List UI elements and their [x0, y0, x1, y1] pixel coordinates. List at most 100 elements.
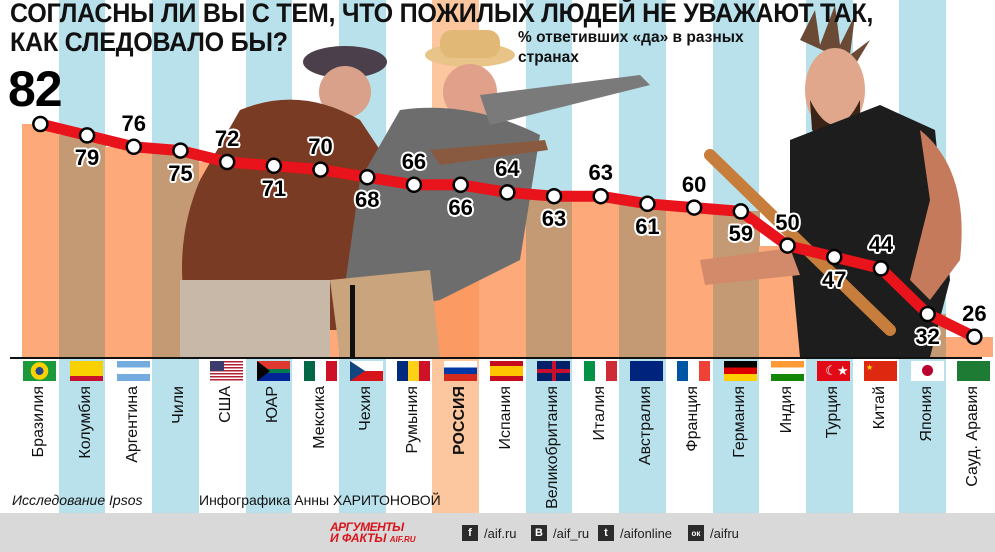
footer-bar — [0, 513, 995, 552]
country-label: Германия — [730, 386, 748, 458]
bar — [525, 196, 573, 357]
social-label: /aif.ru — [484, 525, 517, 541]
logo-line-2: И ФАКТЫ AIF.RU — [330, 531, 416, 545]
country-label: Китай — [870, 386, 888, 430]
value-label: 72 — [214, 126, 240, 151]
data-point — [872, 260, 890, 277]
aif-logo[interactable]: АРГУМЕНТЫ И ФАКТЫ AIF.RU — [330, 520, 416, 545]
country-label: Колумбия — [77, 386, 95, 459]
country-label: Румыния — [403, 386, 421, 454]
country-label: Аргентина — [123, 386, 141, 463]
social-twitter[interactable]: t /aifonline — [598, 525, 672, 541]
data-point — [966, 328, 983, 346]
title-line-1: СОГЛАСНЫ ЛИ ВЫ С ТЕМ, ЧТО ПОЖИЛЫХ ЛЮДЕЙ … — [10, 0, 874, 28]
country-label: ЮАР — [263, 386, 281, 423]
facebook-icon: f — [462, 525, 478, 541]
country-label: Франция — [684, 386, 702, 452]
country-label: Сауд. Аравия — [964, 386, 982, 487]
bar — [946, 336, 994, 357]
social-vk[interactable]: В /aif_ru — [531, 525, 589, 541]
data-point — [779, 237, 796, 254]
value-label: 76 — [121, 110, 146, 136]
country-label: РОССИЯ — [450, 386, 468, 456]
bar — [619, 203, 667, 357]
value-label: 66 — [401, 148, 427, 174]
country-label: Турция — [824, 386, 842, 439]
value-label: 63 — [541, 206, 567, 232]
bar — [572, 196, 620, 357]
bar — [712, 211, 760, 357]
data-point — [172, 142, 189, 159]
value-label: 64 — [495, 156, 520, 182]
data-point — [732, 203, 750, 220]
flag-icon — [723, 361, 757, 381]
country-label: США — [217, 386, 235, 423]
value-label: 79 — [74, 145, 100, 171]
data-point — [919, 305, 936, 323]
data-point — [545, 187, 563, 205]
bar — [105, 146, 153, 357]
social-label: /aifru — [710, 525, 739, 541]
value-label: 47 — [822, 267, 847, 292]
twitter-icon: t — [598, 525, 614, 541]
flag-icon — [443, 361, 477, 381]
flag-icon — [350, 361, 384, 381]
social-odnoklassniki[interactable]: ок /aifru — [688, 525, 739, 541]
data-point — [499, 184, 516, 201]
source-credit: Исследование Ipsos — [12, 492, 143, 508]
country-label: Индия — [777, 386, 795, 434]
bar — [22, 124, 60, 357]
flag-icon — [396, 361, 430, 381]
flag-icon — [210, 361, 244, 381]
value-label: 50 — [775, 209, 800, 235]
author-credit: Инфографика Анны ХАРИТОНОВОЙ — [199, 492, 441, 508]
flag-icon — [537, 361, 571, 381]
data-point — [218, 153, 236, 171]
flag-icon — [256, 361, 290, 381]
value-label: 70 — [308, 133, 333, 159]
bar — [58, 135, 106, 357]
flag-icon — [163, 361, 196, 381]
trend-line — [32, 115, 983, 346]
logo-line-2-text: И ФАКТЫ — [330, 531, 387, 545]
flag-icon — [957, 361, 991, 381]
country-label: Австралия — [637, 386, 655, 466]
flag-icon — [583, 361, 617, 381]
value-label: 82 — [8, 61, 63, 117]
flag-icon — [303, 361, 337, 381]
title-line-2: КАК СЛЕДОВАЛО БЫ? — [10, 27, 288, 57]
data-point — [359, 168, 376, 186]
data-point — [405, 176, 423, 194]
value-label: 26 — [962, 300, 987, 326]
country-label: Чили — [170, 386, 188, 424]
data-point — [32, 115, 49, 133]
logo-site: AIF.RU — [389, 535, 416, 544]
data-point — [125, 138, 142, 156]
flag-icon — [116, 361, 150, 381]
flag-icon — [70, 361, 104, 381]
value-label: 71 — [261, 175, 287, 201]
flag-icon: ★ — [863, 361, 897, 381]
logo-line-1: АРГУМЕНТЫ — [330, 520, 404, 534]
value-label: 32 — [915, 324, 940, 349]
country-label: Бразилия — [30, 386, 48, 458]
x-axis-baseline — [10, 357, 982, 359]
value-label: 60 — [681, 171, 707, 197]
flag-icon — [23, 361, 57, 381]
data-point — [452, 176, 469, 194]
social-facebook[interactable]: f /aif.ru — [462, 525, 517, 541]
data-point — [312, 161, 329, 178]
data-point — [78, 127, 96, 144]
social-label: /aifonline — [620, 525, 673, 541]
chart-title: СОГЛАСНЫ ЛИ ВЫ С ТЕМ, ЧТО ПОЖИЛЫХ ЛЮДЕЙ … — [10, 0, 873, 57]
odnoklassniki-icon: ок — [688, 525, 704, 541]
value-label: 44 — [868, 232, 894, 258]
flag-icon — [910, 361, 944, 381]
flag-icon: ☾★ — [817, 361, 851, 381]
chart-subtitle: % ответивших «да» в разных странах — [518, 29, 744, 66]
country-label: Италия — [590, 386, 608, 441]
flag-icon — [677, 361, 711, 381]
flag-icon — [490, 361, 524, 381]
social-label: /aif_ru — [553, 525, 590, 541]
data-point — [265, 157, 283, 175]
